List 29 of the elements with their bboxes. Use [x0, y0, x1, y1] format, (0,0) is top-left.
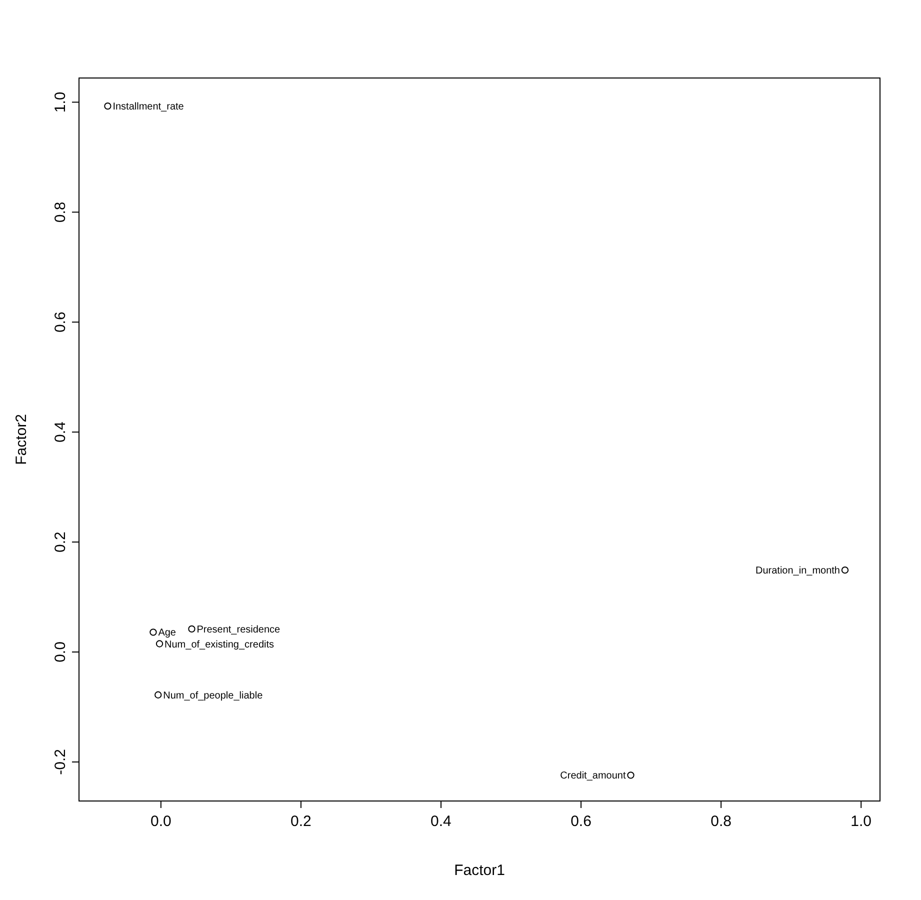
x-tick-label: 0.8: [710, 813, 732, 830]
y-tick-label: 1.0: [52, 92, 69, 113]
point: [156, 640, 164, 648]
y-tick-label: 0.0: [52, 642, 69, 662]
y-tick-label: 0.4: [52, 422, 69, 443]
point: [841, 566, 849, 574]
series-label: Duration_in_month: [755, 566, 840, 577]
series-label: Credit_amount: [560, 770, 626, 782]
point: [150, 628, 157, 636]
point: [104, 102, 112, 110]
point: [188, 625, 196, 632]
series-label: Age: [158, 628, 176, 639]
y-tick-label: 0.8: [52, 202, 69, 223]
x-tick-label: 0.0: [150, 813, 172, 830]
point: [627, 772, 634, 779]
y-tick-label: 0.6: [52, 312, 69, 333]
x-tick-label: 0.2: [290, 813, 312, 830]
point: [154, 691, 162, 698]
y-tick-label: -0.2: [52, 749, 69, 775]
x-tick-label: 1.0: [850, 813, 872, 830]
series-label: Present_residence: [196, 624, 281, 636]
y-tick-label: 0.2: [52, 532, 69, 552]
y-axis-title: Factor2: [13, 414, 30, 465]
series-label: Num_of_people_liable: [163, 690, 264, 702]
x-tick-label: 0.6: [570, 813, 592, 830]
series-label: Num_of_existing_credits: [164, 639, 274, 650]
x-axis-title: Factor1: [454, 862, 505, 879]
series-label: Installment_rate: [112, 102, 184, 113]
x-tick-label: 0.4: [430, 813, 452, 830]
